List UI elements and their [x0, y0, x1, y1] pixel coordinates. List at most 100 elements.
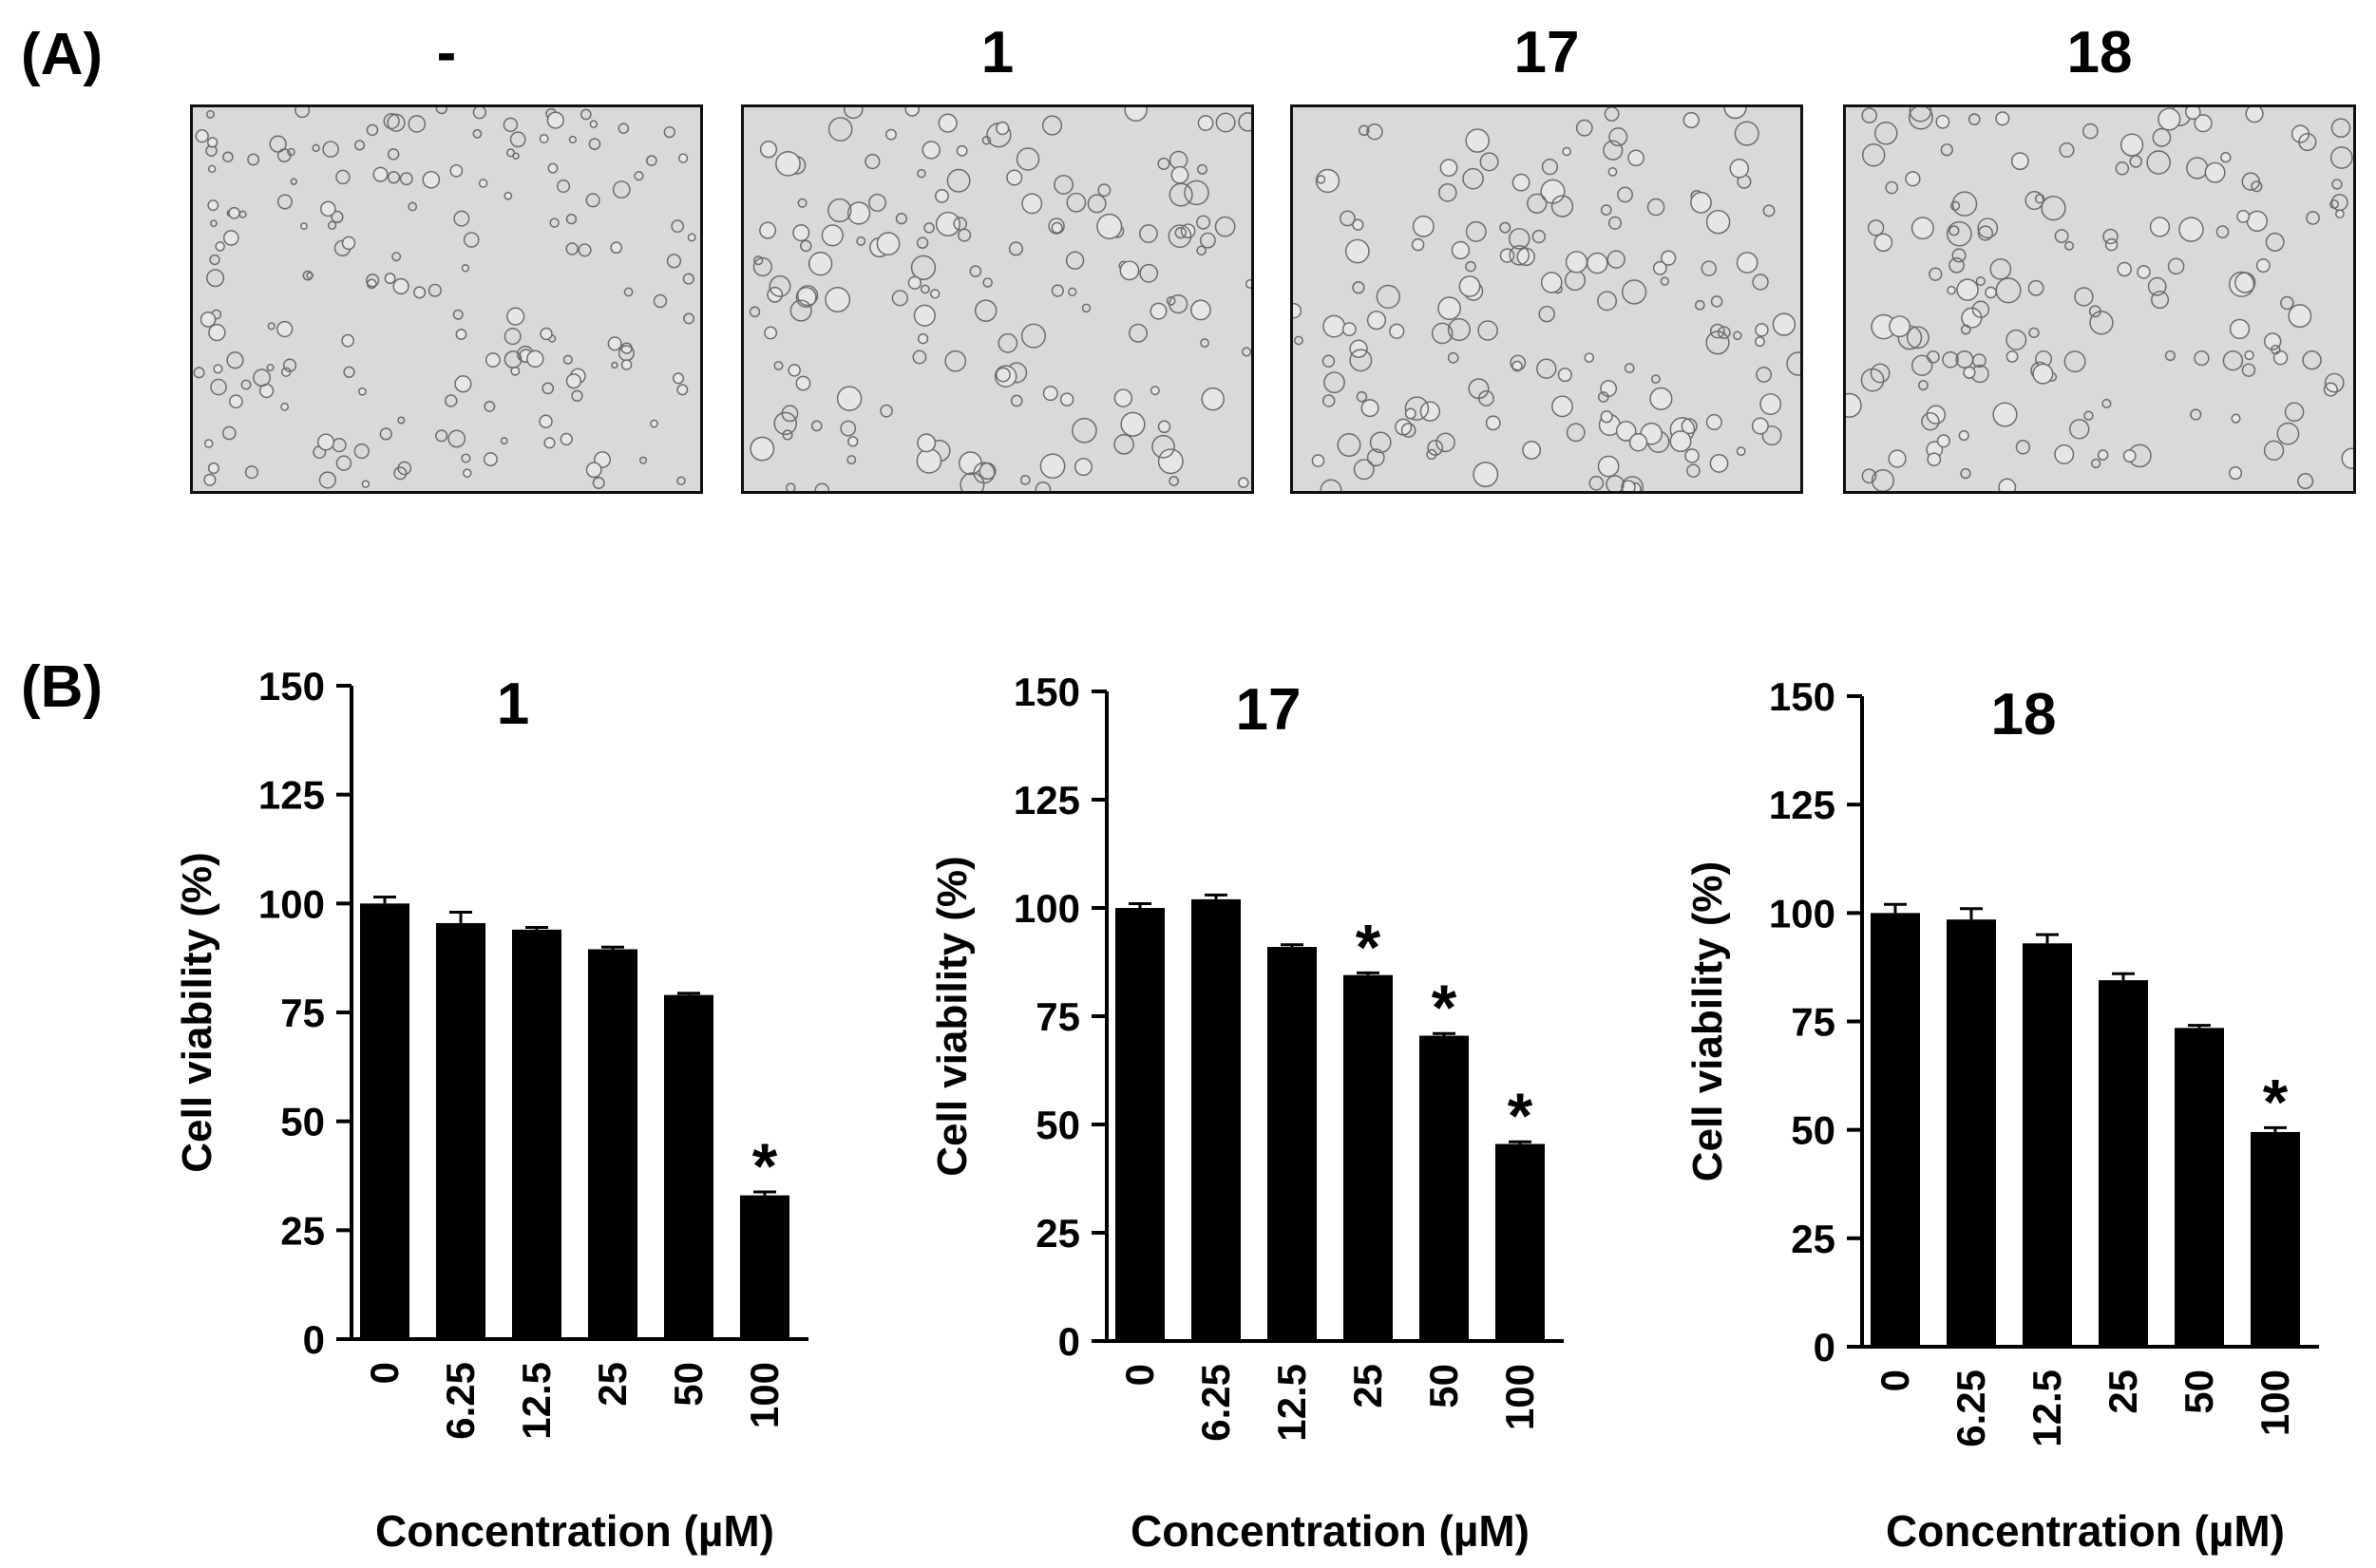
cell-shape [2297, 473, 2314, 490]
cell-shape [1538, 305, 1555, 323]
cell-shape [1214, 216, 1236, 237]
cell-shape [1960, 324, 1971, 335]
cell-shape [1646, 198, 1665, 217]
cell-shape [1786, 351, 1800, 376]
cell-shape [2280, 295, 2294, 311]
cell-shape [1867, 219, 1885, 236]
cell-shape [503, 117, 519, 133]
cell-shape [589, 120, 598, 128]
cell-shape [1169, 476, 1180, 486]
cell-shape [454, 375, 472, 393]
cell-shape [1947, 285, 1956, 295]
cell-shape [435, 429, 448, 443]
cell-shape [504, 350, 523, 368]
cell-shape [353, 140, 366, 151]
cell-shape [1751, 417, 1769, 435]
cell-shape [1584, 352, 1595, 363]
cell-shape [1344, 238, 1370, 264]
cell-shape [461, 264, 470, 273]
cell-shape [1756, 366, 1773, 383]
cell-shape [634, 171, 644, 181]
cell-shape [1197, 115, 1214, 131]
cell-shape [996, 121, 1010, 136]
cell-shape [1366, 123, 1383, 141]
cell-shape [1411, 237, 1425, 252]
cell-shape [1600, 204, 1612, 216]
cell-shape [1019, 475, 1031, 485]
cell-shape [677, 153, 689, 163]
cell-shape [2229, 318, 2251, 340]
cell-shape [287, 147, 295, 157]
cell-shape [1439, 159, 1458, 178]
cell-shape [904, 107, 920, 117]
cell-shape [2288, 304, 2312, 329]
cell-shape [2245, 107, 2264, 123]
cell-shape [1752, 274, 1769, 291]
cell-shape [1733, 331, 1742, 341]
cell-shape [620, 359, 633, 370]
cell-shape [1621, 279, 1647, 305]
cell-shape [1129, 323, 1149, 343]
cell-shape [1468, 378, 1490, 400]
cell-shape [676, 476, 686, 486]
cell-shape [1465, 260, 1476, 273]
cell-shape [930, 289, 941, 299]
cell-shape [2194, 114, 2213, 133]
cell-shape [1977, 225, 1994, 241]
cell-shape [846, 201, 871, 225]
cell-shape [1755, 323, 1769, 337]
cell-shape [266, 363, 275, 371]
cell-shape [2302, 350, 2322, 370]
cell-shape [1400, 423, 1416, 438]
cell-shape [1531, 229, 1546, 244]
cell-shape [1242, 347, 1251, 357]
cell-shape [387, 148, 400, 161]
cell-shape [413, 286, 427, 299]
cell-shape [1607, 167, 1618, 177]
cell-shape [1168, 224, 1192, 249]
cell-shape [1184, 179, 1209, 206]
cell-shape [1485, 415, 1501, 431]
y-tick-label: 25 [1791, 1217, 1835, 1261]
cell-shape [578, 243, 592, 257]
cell-shape [795, 286, 817, 308]
cell-shape [865, 153, 881, 170]
cell-shape [782, 429, 793, 441]
cell-shape [1701, 260, 1717, 276]
y-tick-label: 125 [1769, 783, 1835, 827]
cell-shape [1951, 248, 1967, 263]
cell-shape [2244, 349, 2254, 361]
cell-shape [2164, 349, 2176, 362]
cell-shape [1761, 425, 1782, 446]
bar [2099, 980, 2148, 1347]
cell-shape [1511, 173, 1530, 192]
cell-shape [1201, 387, 1226, 411]
cell-shape [814, 482, 829, 491]
cell-shape [1736, 446, 1746, 456]
cell-shape [335, 169, 351, 185]
cell-shape [1238, 112, 1251, 132]
cell-shape [1873, 122, 1898, 145]
cell-shape [775, 150, 801, 177]
cell-shape [974, 299, 998, 322]
cell-shape [2059, 142, 2075, 158]
y-axis-title: Cell viability (%) [174, 852, 220, 1172]
cell-shape [1628, 433, 1648, 452]
cell-shape [206, 137, 219, 148]
y-tick-label: 100 [1014, 886, 1080, 931]
panel-b-label: (B) [21, 654, 104, 720]
micrograph-compound-1 [741, 104, 1254, 494]
bar [2023, 943, 2072, 1347]
cell-shape [472, 129, 483, 139]
cell-shape [2329, 199, 2340, 209]
cell-shape [366, 274, 380, 288]
cell-shape [1927, 452, 1942, 467]
cell-shape [1321, 394, 1336, 407]
cell-shape [916, 236, 929, 249]
cell-shape [1905, 171, 1921, 187]
y-tick-label: 75 [1791, 1000, 1835, 1045]
cell-shape [509, 131, 526, 148]
cell-shape [1888, 449, 1907, 468]
cell-shape [247, 153, 260, 166]
cell-shape [2284, 402, 2305, 423]
